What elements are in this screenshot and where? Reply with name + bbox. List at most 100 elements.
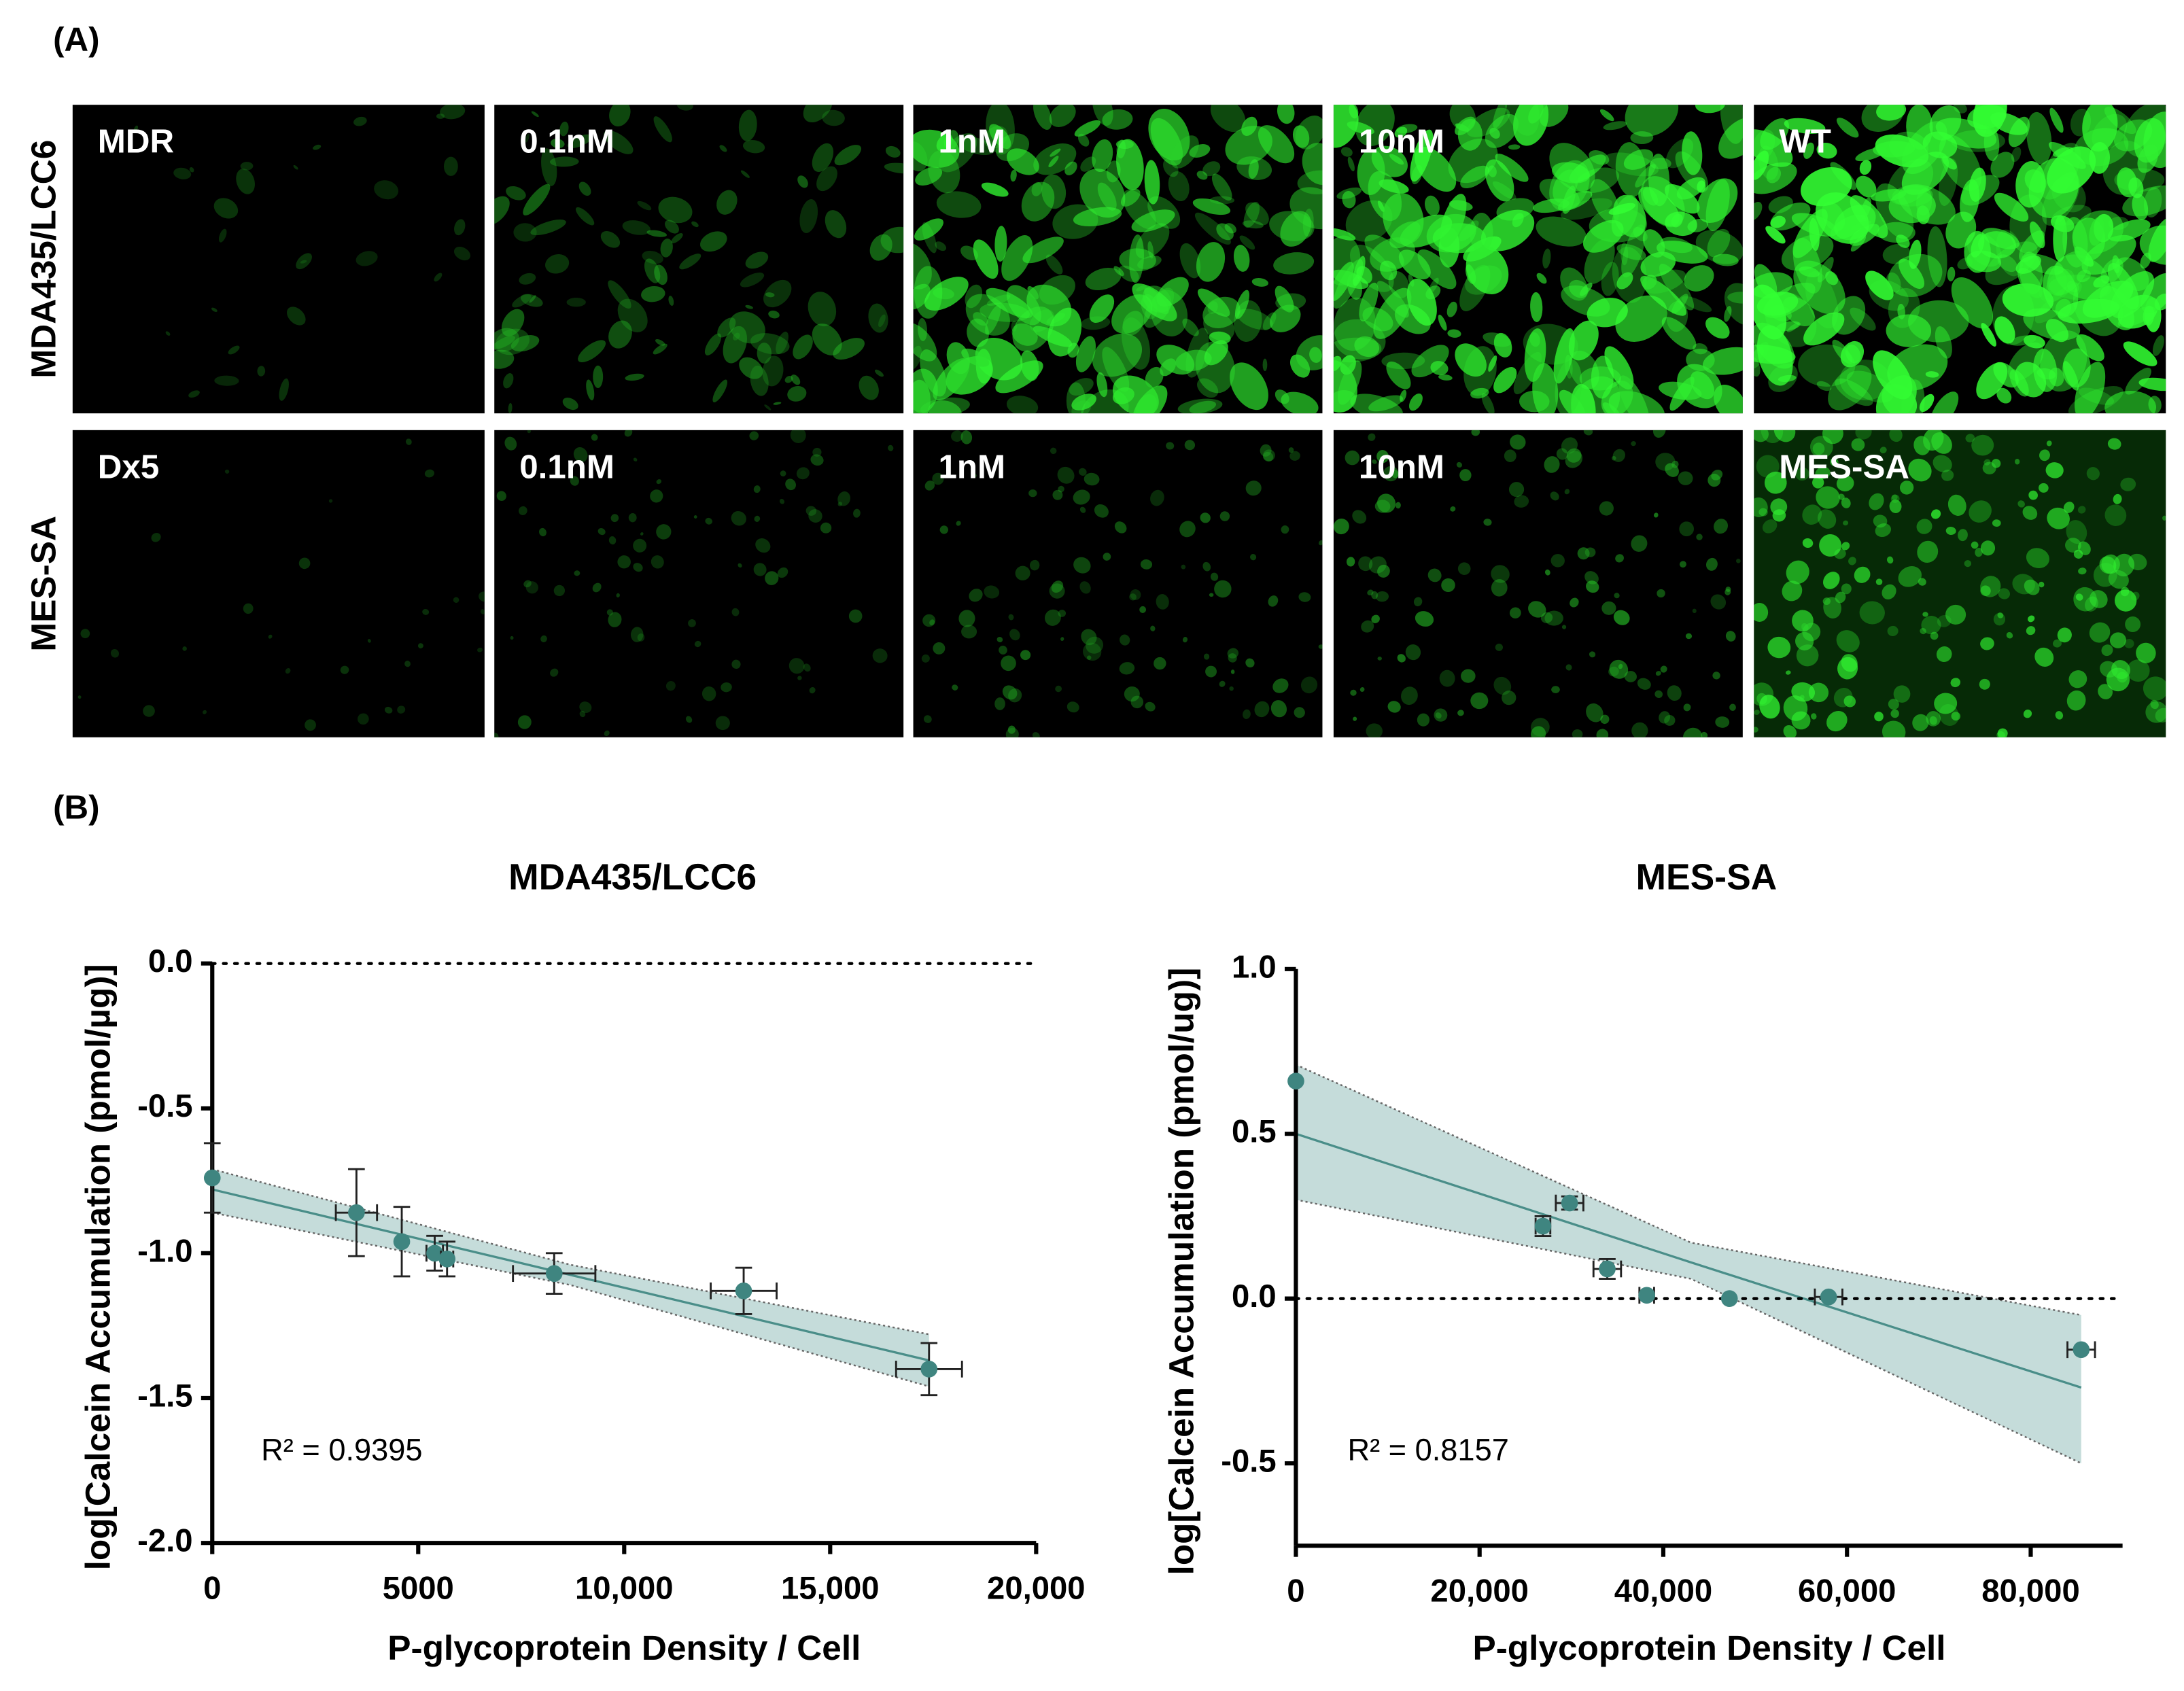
- cell: [1119, 248, 1156, 272]
- cell: [236, 169, 255, 194]
- cell: [570, 476, 579, 486]
- cell: [1495, 643, 1504, 651]
- cell: [1684, 265, 1714, 292]
- cell: [1544, 569, 1550, 576]
- cell: [2028, 615, 2035, 623]
- cell: [884, 162, 904, 174]
- cell: [1073, 489, 1090, 505]
- cell: [531, 111, 539, 118]
- cell: [218, 228, 227, 243]
- cell: [1708, 473, 1721, 487]
- cell: [2049, 107, 2064, 133]
- cell: [777, 567, 788, 578]
- cell: [1131, 209, 1175, 232]
- cell: [853, 508, 861, 518]
- cell: [2015, 255, 2041, 274]
- cell: [1077, 133, 1090, 147]
- cell: [699, 231, 727, 252]
- y-tick-label: -2.0: [137, 1523, 192, 1559]
- cell: [503, 373, 514, 389]
- cell: [1678, 471, 1693, 485]
- cell: [936, 191, 982, 218]
- cell: [738, 109, 757, 141]
- cell: [1665, 463, 1679, 477]
- cell: [2139, 225, 2166, 265]
- cell: [1268, 595, 1279, 607]
- cell: [1792, 237, 1822, 294]
- cell: [1181, 564, 1186, 570]
- cell: [837, 491, 850, 506]
- cell: [593, 365, 604, 389]
- cell: [784, 375, 793, 383]
- cell: [1086, 636, 1104, 654]
- cell: [2143, 676, 2166, 701]
- cell: [2143, 187, 2162, 217]
- cell: [541, 148, 557, 186]
- chart-title: MES-SA: [1636, 857, 1778, 897]
- cell: [1945, 604, 1966, 625]
- cell: [1589, 651, 1596, 658]
- cell: [961, 348, 990, 367]
- cell: [1596, 729, 1609, 737]
- cell: [656, 524, 672, 540]
- cell: [1502, 691, 1516, 705]
- cell: [1828, 365, 1872, 411]
- cell: [173, 167, 192, 179]
- data-point: [203, 1169, 221, 1187]
- cell: [1882, 244, 1911, 264]
- cell: [729, 311, 765, 344]
- cell: [1413, 597, 1423, 607]
- cell: [985, 304, 1001, 335]
- cell: [1189, 144, 1211, 158]
- cell: [1812, 476, 1824, 489]
- cell: [1318, 644, 1323, 649]
- cell: [939, 525, 948, 534]
- cell: [788, 658, 805, 674]
- data-point: [1820, 1288, 1837, 1306]
- cell: [1245, 658, 1255, 668]
- cell: [1608, 203, 1636, 215]
- cell: [1237, 309, 1273, 330]
- cell: [967, 318, 989, 347]
- cell: [553, 585, 566, 597]
- cell: [1801, 167, 1852, 207]
- cell: [1835, 591, 1846, 604]
- cell: [1112, 387, 1134, 404]
- cell: [693, 515, 697, 519]
- cell: [494, 733, 499, 737]
- cell: [1784, 118, 1826, 134]
- cell: [1288, 447, 1294, 453]
- cell: [2055, 711, 2064, 720]
- cell: [1132, 385, 1168, 414]
- cell: [936, 133, 953, 152]
- cell: [2101, 554, 2120, 574]
- cell: [545, 254, 570, 274]
- cell: [1124, 686, 1140, 702]
- cell: [2093, 275, 2110, 288]
- cell: [1817, 256, 1834, 283]
- cell: [1333, 105, 1359, 148]
- cell: [1579, 366, 1621, 391]
- cell: [1082, 642, 1102, 661]
- cell: [1270, 700, 1287, 718]
- cell: [1791, 711, 1811, 730]
- cell: [1621, 224, 1646, 278]
- cell: [1823, 572, 1840, 589]
- cell: [757, 343, 772, 364]
- cell: [2152, 335, 2164, 356]
- cell: [1665, 184, 1700, 214]
- cell: [1027, 286, 1039, 300]
- cell: [1589, 150, 1610, 165]
- cell: [279, 378, 289, 401]
- cell: [313, 144, 322, 150]
- cell: [1887, 625, 1899, 636]
- cell: [1736, 558, 1741, 563]
- cell: [1002, 685, 1018, 700]
- cell: [1725, 631, 1736, 642]
- cell: [701, 686, 716, 701]
- cell: [1695, 230, 1743, 264]
- cell: [1591, 355, 1614, 399]
- cell: [510, 335, 540, 352]
- cell: [1758, 508, 1768, 517]
- cell: [740, 273, 765, 287]
